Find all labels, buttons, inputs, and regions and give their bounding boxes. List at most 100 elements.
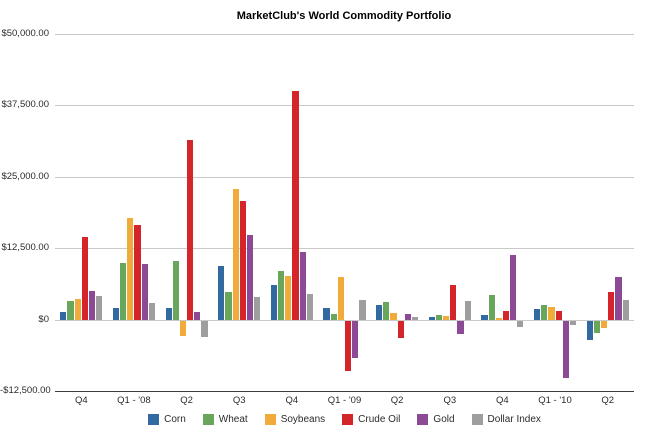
- bar-corn-4: [270, 285, 278, 320]
- x-tick-label: Q4: [496, 395, 509, 406]
- x-tick-label: Q4: [74, 395, 88, 406]
- bar-gold-3: [246, 234, 254, 320]
- y-tick-label: $12,500.00: [1, 242, 49, 254]
- bar-corn-8: [481, 314, 488, 320]
- bar-soybeans-1: [127, 217, 134, 320]
- bar-wheat-10: [593, 320, 601, 333]
- legend-swatch-icon: [417, 413, 429, 425]
- bar-corn-6: [376, 304, 383, 320]
- legend-swatch-icon: [471, 413, 483, 425]
- bar-soybeans-0: [74, 299, 81, 320]
- bar-corn-9: [534, 308, 541, 320]
- bar-crude-oil-6: [397, 320, 404, 339]
- bar-crude-oil-7: [450, 284, 457, 320]
- x-tick-label: Q1 - '08: [117, 395, 151, 406]
- bar-crude-oil-3: [239, 200, 246, 320]
- bar-dollar-index-9: [569, 320, 577, 326]
- bar-crude-oil-1: [134, 225, 141, 320]
- y-tick-label: $0: [38, 313, 49, 325]
- gridline: [55, 34, 634, 35]
- legend-item-soybeans: Soybeans: [264, 413, 325, 425]
- bar-soybeans-3: [232, 188, 239, 320]
- bar-corn-0: [60, 311, 67, 320]
- bar-wheat-7: [435, 314, 443, 320]
- bar-gold-8: [510, 255, 517, 320]
- bar-wheat-6: [383, 301, 390, 320]
- x-tick-label: Q3: [232, 395, 246, 406]
- bar-soybeans-7: [443, 316, 450, 320]
- legend-label: Crude Oil: [358, 413, 401, 425]
- bar-soybeans-9: [548, 306, 555, 320]
- bar-corn-5: [323, 307, 330, 320]
- bar-wheat-2: [172, 261, 179, 320]
- bar-crude-oil-10: [608, 291, 615, 320]
- bar-gold-10: [615, 277, 622, 320]
- bar-wheat-5: [330, 313, 337, 320]
- bar-corn-7: [428, 317, 435, 320]
- y-tick-label: $50,000.00: [1, 28, 49, 39]
- y-tick-label: $37,500.00: [1, 99, 49, 111]
- chart-title: MarketClub's World Commodity Portfolio: [236, 10, 452, 22]
- x-tick-label: Q1 - '10: [538, 395, 572, 406]
- bar-crude-oil-5: [344, 320, 352, 371]
- legend-item-crude-oil: Crude Oil: [342, 413, 401, 425]
- bar-dollar-index-10: [622, 300, 629, 320]
- legend-label: Dollar Index: [487, 413, 541, 425]
- x-tick-label: Q4: [285, 395, 299, 406]
- bar-wheat-0: [67, 300, 74, 320]
- legend-label: Wheat: [218, 413, 248, 425]
- bar-dollar-index-8: [517, 320, 524, 327]
- legend-item-gold: Gold: [417, 413, 455, 425]
- bar-crude-oil-0: [81, 237, 89, 320]
- gridline: [55, 248, 634, 250]
- bar-soybeans-4: [285, 275, 292, 320]
- bar-corn-10: [586, 320, 593, 340]
- bar-dollar-index-2: [201, 320, 208, 338]
- bar-gold-0: [88, 290, 96, 320]
- legend-item-corn: Corn: [148, 413, 186, 425]
- bar-soybeans-6: [390, 312, 397, 320]
- x-tick-label: Q2: [180, 395, 193, 406]
- x-tick-label: Q2: [390, 395, 404, 406]
- x-tick-label: Q3: [443, 395, 457, 406]
- legend-item-dollar-index: Dollar Index: [471, 413, 541, 425]
- x-axis-line: [55, 391, 634, 392]
- bar-crude-oil-9: [555, 310, 562, 320]
- x-tick-label: Q1 - '09: [327, 395, 362, 406]
- bar-gold-6: [404, 313, 411, 320]
- legend: Corn Wheat Soybeans Crude Oil Gold Dollar Ind…: [55, 411, 634, 427]
- bar-crude-oil-2: [187, 140, 194, 320]
- bar-gold-1: [141, 264, 148, 320]
- bar-corn-2: [165, 307, 172, 320]
- bar-wheat-3: [225, 292, 232, 320]
- bar-wheat-1: [120, 263, 127, 320]
- bar-crude-oil-8: [502, 310, 510, 320]
- bar-corn-3: [218, 265, 225, 320]
- bar-dollar-index-4: [306, 293, 313, 320]
- legend-swatch-icon: [264, 413, 276, 425]
- bar-wheat-4: [278, 270, 285, 320]
- bar-corn-1: [112, 307, 120, 320]
- bar-soybeans-8: [495, 317, 502, 320]
- bar-soybeans-5: [337, 277, 345, 320]
- bar-wheat-9: [541, 305, 548, 320]
- x-tick-label: Q2: [601, 395, 615, 406]
- bar-soybeans-2: [179, 320, 187, 336]
- legend-swatch-icon: [202, 413, 214, 425]
- bar-soybeans-10: [600, 320, 608, 328]
- bar-dollar-index-0: [96, 296, 103, 320]
- y-tick-label: -$12,500.00: [0, 385, 51, 396]
- bar-dollar-index-7: [464, 300, 471, 320]
- legend-label: Gold: [433, 413, 455, 425]
- gridline: [55, 176, 634, 178]
- bar-gold-9: [562, 320, 569, 378]
- legend-label: Corn: [164, 413, 186, 425]
- bar-dollar-index-5: [359, 299, 366, 320]
- bar-gold-2: [194, 312, 201, 320]
- bar-gold-5: [352, 320, 359, 359]
- bar-gold-7: [457, 320, 464, 334]
- bar-dollar-index-1: [148, 303, 155, 320]
- gridline: [55, 319, 634, 321]
